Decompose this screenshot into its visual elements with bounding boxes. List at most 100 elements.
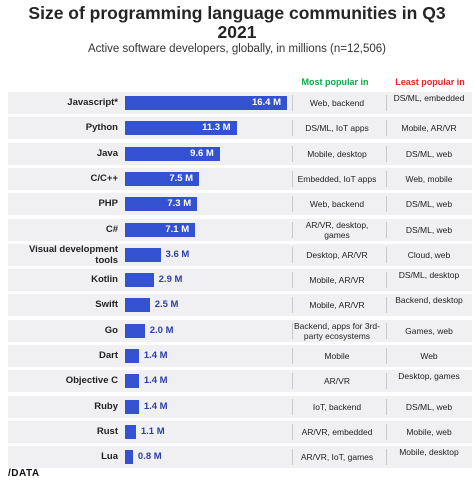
column-divider <box>292 95 293 111</box>
least-popular-cell: Web <box>420 351 438 361</box>
least-popular-cell: Mobile, AR/VR <box>401 123 457 134</box>
table-row: Kotlin 2.9 M Mobile, AR/VR DS/ML, desktop <box>8 269 472 292</box>
bar <box>125 374 139 389</box>
column-divider <box>292 170 293 187</box>
value-label: 1.1 M <box>140 425 165 437</box>
table-row: Python 11.3 M DS/ML, IoT apps Mobile, AR/VR <box>8 117 472 140</box>
bar <box>125 273 154 288</box>
column-divider <box>386 246 387 263</box>
value-label: 1.4 M <box>143 350 168 361</box>
value-label: 7.5 M <box>169 172 194 184</box>
table-row: Rust 1.1 M AR/VR, embedded Mobile, web <box>8 420 472 443</box>
value-label: 1.4 M <box>143 375 168 387</box>
value-label: 9.6 M <box>190 147 214 159</box>
category-label: Go <box>104 324 118 336</box>
category-label: PHP <box>98 198 118 210</box>
bar <box>125 450 133 465</box>
table-row: Lua 0.8 M AR/VR, IoT, games Mobile, desktop <box>8 446 472 469</box>
table-row: Java 9.6 M Mobile, desktop DS/ML, web <box>8 142 472 165</box>
category-label: Ruby <box>94 400 118 412</box>
bar <box>125 121 237 136</box>
category-label: C/C++ <box>90 172 118 184</box>
table-row: Swift 2.5 M Mobile, AR/VR Backend, desktop <box>8 294 472 317</box>
column-divider <box>292 348 293 364</box>
most-popular-cell: AR/VR, embedded <box>301 426 373 437</box>
column-divider <box>386 398 387 415</box>
column-divider <box>292 145 293 162</box>
column-divider <box>292 196 293 213</box>
least-popular-cell: DS/ML, web <box>405 224 453 235</box>
column-divider <box>386 348 387 364</box>
most-popular-cell: Mobile, AR/VR <box>309 300 365 311</box>
value-label: 2.9 M <box>158 274 183 286</box>
column-divider <box>386 120 387 137</box>
table-row: Visual development tools 3.6 M Desktop, AR… <box>8 243 472 266</box>
column-divider <box>386 297 387 314</box>
category-label: Kotlin <box>91 274 118 286</box>
least-popular-cell: Mobile, desktop <box>399 447 459 458</box>
bar <box>125 323 145 338</box>
value-label: 2.5 M <box>154 299 179 311</box>
category-label: Javascript* <box>67 97 118 108</box>
column-divider <box>292 373 293 390</box>
most-popular-header: Most popular in <box>301 77 369 87</box>
data-logo: /DATA <box>8 468 40 479</box>
bar <box>125 298 150 313</box>
most-popular-cell: AR/VR <box>324 376 350 387</box>
least-popular-cell: Mobile, web <box>406 426 452 437</box>
table-row: C# 7.1 M AR/VR, desktop, games DS/ML, web <box>8 218 472 241</box>
column-divider <box>292 322 293 339</box>
category-label: Lua <box>101 451 118 463</box>
column-divider <box>292 221 293 238</box>
category-label: Swift <box>95 299 118 311</box>
column-divider <box>386 373 387 390</box>
least-popular-cell: Backend, desktop <box>395 295 463 306</box>
value-label: 2.0 M <box>149 324 174 336</box>
least-popular-cell: DS/ML, web <box>405 199 453 210</box>
table-row: PHP 7.3 M Web, backend DS/ML, web <box>8 193 472 216</box>
column-divider <box>292 398 293 415</box>
table-row: Go 2.0 M Backend, apps for 3rd-party ecosy… <box>8 319 472 342</box>
least-popular-cell: DS/ML, desktop <box>398 270 460 281</box>
most-popular-cell: IoT, backend <box>312 401 362 412</box>
bar <box>125 399 139 414</box>
category-label: Python <box>85 122 118 134</box>
column-divider <box>386 221 387 238</box>
bar <box>125 349 139 363</box>
least-popular-cell: DS/ML, web <box>405 401 453 412</box>
column-divider <box>386 272 387 289</box>
column-divider <box>386 196 387 213</box>
most-popular-cell: Web, backend <box>309 98 365 108</box>
bar <box>125 247 161 262</box>
category-label: Dart <box>98 350 118 361</box>
table-row: C/C++ 7.5 M Embedded, IoT apps Web, mobile <box>8 167 472 190</box>
value-label: 7.3 M <box>167 198 192 210</box>
column-divider <box>292 272 293 289</box>
most-popular-cell: Embedded, IoT apps <box>297 173 377 184</box>
value-label: 3.6 M <box>165 248 190 260</box>
table-row: Objective C 1.4 M AR/VR Desktop, games <box>8 370 472 393</box>
most-popular-cell: Mobile, AR/VR <box>309 275 365 286</box>
column-divider <box>292 246 293 263</box>
category-label: Rust <box>96 425 118 437</box>
chart-subtitle: Active software developers, globally, in… <box>88 43 386 55</box>
least-popular-cell: DS/ML, web <box>405 148 453 159</box>
value-label: 11.3 M <box>202 122 231 134</box>
bar <box>125 171 200 186</box>
most-popular-cell: Backend, apps for 3rd-party ecosystems <box>294 320 380 341</box>
column-divider <box>386 95 387 111</box>
least-popular-cell: Cloud, web <box>407 249 451 260</box>
value-label: 1.4 M <box>143 400 168 412</box>
category-label: C# <box>105 223 118 235</box>
most-popular-cell: Desktop, AR/VR <box>306 249 368 260</box>
most-popular-cell: Mobile <box>324 351 350 361</box>
column-divider <box>292 423 293 440</box>
most-popular-cell: Mobile, desktop <box>307 148 367 159</box>
category-label: Visual development tools <box>28 243 118 266</box>
column-divider <box>292 120 293 137</box>
value-label: 16.4 M <box>251 97 281 108</box>
most-popular-cell: DS/ML, IoT apps <box>305 123 369 134</box>
table-row: Ruby 1.4 M IoT, backend DS/ML, web <box>8 395 472 418</box>
most-popular-cell: AR/VR, desktop, games <box>305 219 369 240</box>
value-label: 0.8 M <box>137 451 162 463</box>
